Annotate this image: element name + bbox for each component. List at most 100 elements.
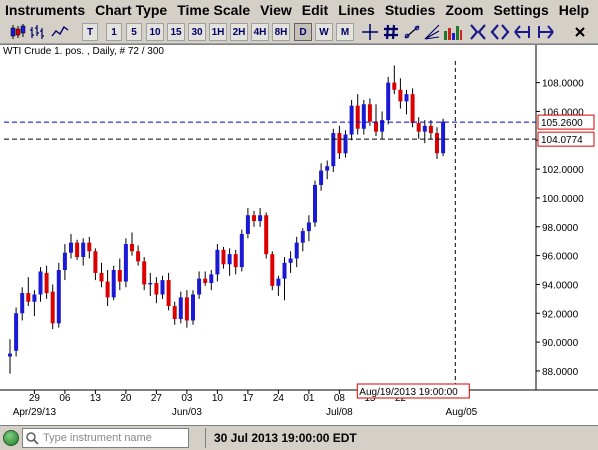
candle-body [93,251,98,273]
close-chart-icon[interactable] [570,22,590,42]
candle-body [349,105,354,135]
candle-body [62,252,67,271]
candle-body [154,282,159,295]
x-tick-label: 03 [181,393,193,404]
candle-body [264,215,269,255]
timeframe-1h-button[interactable]: 1H [209,23,227,41]
menu-view[interactable]: View [260,2,292,18]
y-tick-label: 94.0000 [542,280,579,291]
trendline-icon[interactable] [402,22,422,42]
y-tick-label: 106.0000 [542,107,584,118]
menu-help[interactable]: Help [558,2,590,18]
fan-lines-icon[interactable] [422,22,442,42]
scroll-right-icon[interactable] [536,22,556,42]
candle-body [392,82,397,90]
candle-body [99,272,104,282]
candle-body [184,297,189,321]
candle-body [374,121,378,132]
menu-lines[interactable]: Lines [338,2,375,18]
x-tick-label: 29 [29,393,41,404]
menu-edit[interactable]: Edit [301,2,329,18]
candle-body [441,121,446,154]
timeframe-10min-button[interactable]: 10 [146,23,164,41]
timeframe-15min-button[interactable]: 15 [167,23,185,41]
candle-body [130,244,134,252]
candle-body [203,278,208,283]
candle-body [178,297,183,320]
candle-body [380,120,385,132]
instrument-search-box [22,428,189,448]
timeframe-daily-button[interactable]: D [294,23,312,41]
candle-body [294,242,299,259]
candle-body [191,294,195,321]
timeframe-weekly-button[interactable]: W [315,23,333,41]
candle-body [367,104,372,122]
status-bar: 30 Jul 2013 19:00:00 EDT [0,426,598,450]
candle-body [319,170,324,185]
menu-zoom[interactable]: Zoom [445,2,484,18]
candle-body [355,105,360,129]
candle-body [81,242,86,258]
timeframe-4h-button[interactable]: 4H [251,23,269,41]
scroll-left-icon[interactable] [512,22,532,42]
x-tick-label: 13 [90,393,102,404]
line-chart-icon[interactable] [50,22,70,42]
price-chart[interactable]: 88.0000 90.0000 92.0000 94.0000 96.0000 98.00… [0,44,598,426]
cursor-date-box [356,383,470,399]
candlestick-chart-icon[interactable] [8,22,28,42]
candle-body [221,249,226,265]
menu-instruments[interactable]: Instruments [5,2,86,18]
candle-body [8,353,12,357]
candle-body [209,274,214,283]
candle-body [32,294,37,302]
candle-body [428,125,433,134]
candle-body [148,282,153,285]
candle-body [117,270,122,282]
status-datetime: 30 Jul 2013 19:00:00 EDT [205,428,598,448]
menu-settings[interactable]: Settings [493,2,549,18]
x-tick-label: 27 [151,393,163,404]
price-line-label: 105.2600 [541,118,583,129]
x-month-label: Aug/05 [446,407,478,418]
y-tick-label: 90.0000 [542,338,579,349]
candle-body [233,254,238,268]
x-tick-label: 08 [334,393,346,404]
menu-studies[interactable]: Studies [384,2,436,18]
timeframe-30min-button[interactable]: 30 [188,23,206,41]
candle-body [44,272,49,294]
crosshair-icon[interactable] [360,22,380,42]
menu-time-scale[interactable]: Time Scale [177,2,251,18]
timeframe-5min-button[interactable]: 5 [126,23,142,41]
timeframe-8h-button[interactable]: 8H [272,23,290,41]
zoom-in-arrows-icon[interactable] [468,22,488,42]
x-month-label: Apr/29/13 [13,407,57,418]
timeframe-tick-button[interactable]: T [82,23,98,41]
toolbar: T 1 5 10 15 30 1H 2H 4H 8H D W M [0,20,598,44]
grid-icon[interactable] [381,22,401,42]
menu-chart-type[interactable]: Chart Type [95,2,168,18]
instrument-search-input[interactable] [41,430,181,446]
candle-body [136,251,141,262]
y-tick-label: 88.0000 [542,367,579,378]
candle-body [288,258,293,263]
zoom-out-arrows-icon[interactable] [490,22,510,42]
candlestick-chart[interactable]: 88.0000 90.0000 92.0000 94.0000 96.0000 98.00… [0,45,598,425]
studies-icon[interactable] [443,22,463,42]
timeframe-2h-button[interactable]: 2H [230,23,248,41]
candle-body [398,89,403,102]
x-tick-label: 10 [212,393,224,404]
candle-body [331,133,336,167]
bar-chart-icon[interactable] [28,22,48,42]
timeframe-monthly-button[interactable]: M [336,23,354,41]
candle-body [435,133,439,154]
candle-body [14,313,19,351]
candle-body [172,306,177,320]
candle-body [386,82,391,121]
x-month-label: Jun/03 [172,407,202,418]
candle-body [239,233,244,268]
timeframe-1min-button[interactable]: 1 [106,23,122,41]
x-tick-label: 24 [273,393,285,404]
candle-body [38,271,43,295]
y-tick-label: 102.0000 [542,165,584,176]
